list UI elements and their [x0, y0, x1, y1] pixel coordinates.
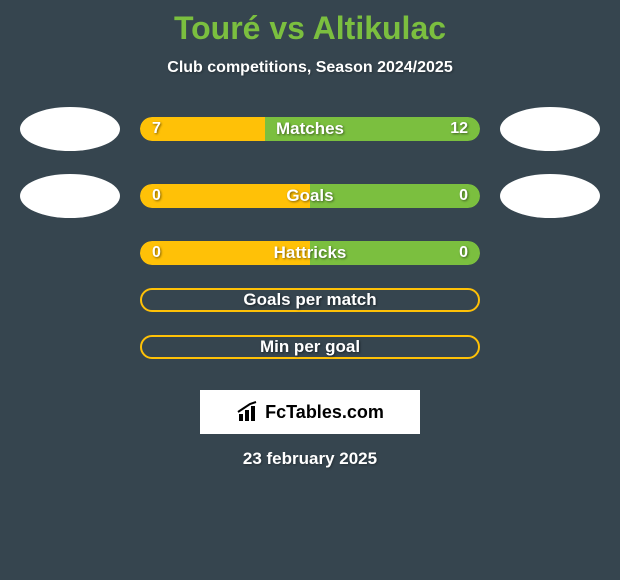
subtitle: Club competitions, Season 2024/2025 [167, 59, 452, 77]
stat-bar: 00Goals [140, 184, 480, 208]
stat-bar: 00Hattricks [140, 241, 480, 265]
page-title: Touré vs Altikulac [174, 10, 446, 47]
bar-label: Min per goal [140, 335, 480, 359]
stat-row: 712Matches [20, 107, 600, 151]
bar-label: Goals per match [140, 288, 480, 312]
player-avatar-right [500, 174, 600, 218]
date-text: 23 february 2025 [243, 449, 377, 469]
stat-bar: Goals per match [140, 288, 480, 312]
chart-icon [236, 400, 260, 424]
stats-container: 712Matches 00Goals 00Hattricks Goals per ma… [20, 107, 600, 382]
container: Touré vs Altikulac Club competitions, Se… [0, 0, 620, 580]
bar-label: Goals [140, 184, 480, 208]
bar-label: Matches [140, 117, 480, 141]
stat-bar: 712Matches [140, 117, 480, 141]
logo-box: FcTables.com [200, 390, 420, 434]
stat-row: Min per goal [20, 335, 600, 359]
stat-row: Goals per match [20, 288, 600, 312]
player-avatar-right [500, 107, 600, 151]
player-avatar-left [20, 107, 120, 151]
stat-row: 00Goals [20, 174, 600, 218]
stat-row: 00Hattricks [20, 241, 600, 265]
stat-bar: Min per goal [140, 335, 480, 359]
bar-label: Hattricks [140, 241, 480, 265]
logo-text: FcTables.com [265, 402, 384, 423]
player-avatar-left [20, 174, 120, 218]
